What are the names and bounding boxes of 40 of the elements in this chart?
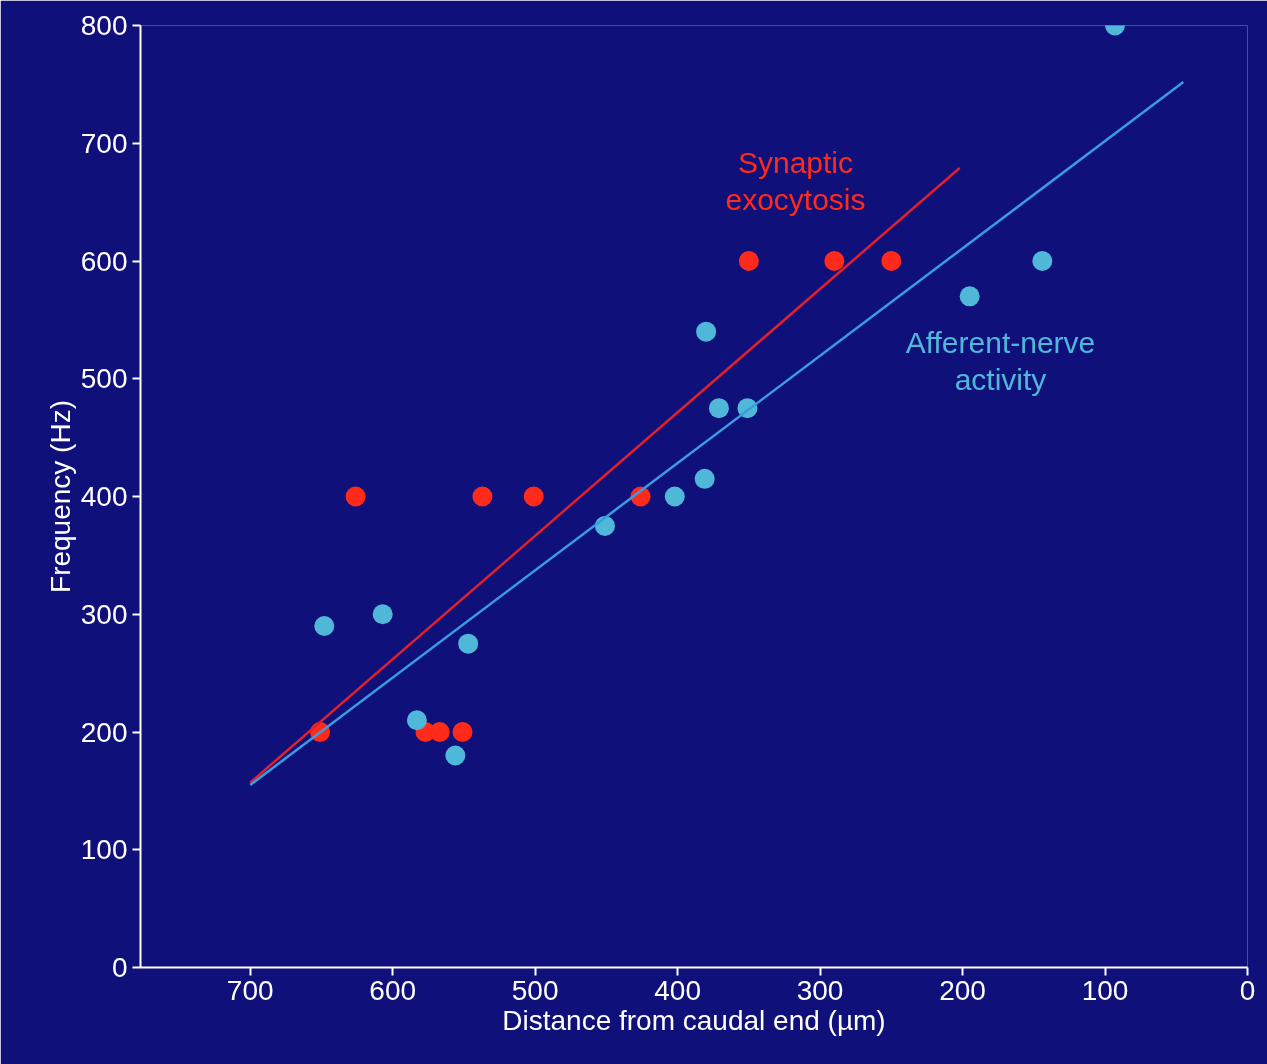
y-tick-label: 200 xyxy=(80,716,128,748)
y-tick-label: 800 xyxy=(80,10,128,41)
y-tick-label: 400 xyxy=(80,481,128,512)
point xyxy=(696,321,717,342)
x-axis-title: Distance from caudal end (µm) xyxy=(502,1004,886,1036)
y-tick-label: 700 xyxy=(80,127,128,159)
x-tick-label: 600 xyxy=(369,974,417,1006)
point xyxy=(372,604,393,625)
point xyxy=(406,710,427,731)
point xyxy=(708,398,729,419)
point xyxy=(523,486,544,507)
x-tick-label: 300 xyxy=(796,974,844,1006)
y-tick-label: 300 xyxy=(80,598,128,630)
series-label: Synaptic exocytosis xyxy=(725,145,866,217)
point xyxy=(1032,251,1053,271)
y-tick-label: 500 xyxy=(80,363,128,395)
x-tick-label: 400 xyxy=(654,974,701,1006)
x-tick-label: 700 xyxy=(226,974,274,1006)
y-tick-label: 100 xyxy=(80,834,128,866)
point xyxy=(738,251,759,271)
x-tick-label: 200 xyxy=(939,974,986,1006)
point xyxy=(959,286,980,307)
point xyxy=(445,745,466,766)
point xyxy=(429,722,450,742)
text: Afferent-nerve activity xyxy=(905,325,1096,397)
point xyxy=(314,616,335,637)
point xyxy=(881,251,902,271)
x-tick-label: 100 xyxy=(1081,974,1129,1006)
x-tick-label: 0 xyxy=(1239,974,1256,1006)
y-axis-title: Frequency (Hz) xyxy=(44,400,76,593)
point xyxy=(345,486,366,507)
x-tick-label: 500 xyxy=(511,974,559,1006)
point xyxy=(664,486,685,507)
y-tick-label: 600 xyxy=(80,245,128,277)
point xyxy=(458,633,479,654)
y-tick-label: 0 xyxy=(111,952,128,983)
point xyxy=(452,722,473,742)
point xyxy=(824,251,845,271)
point xyxy=(472,486,493,507)
point xyxy=(694,468,715,489)
